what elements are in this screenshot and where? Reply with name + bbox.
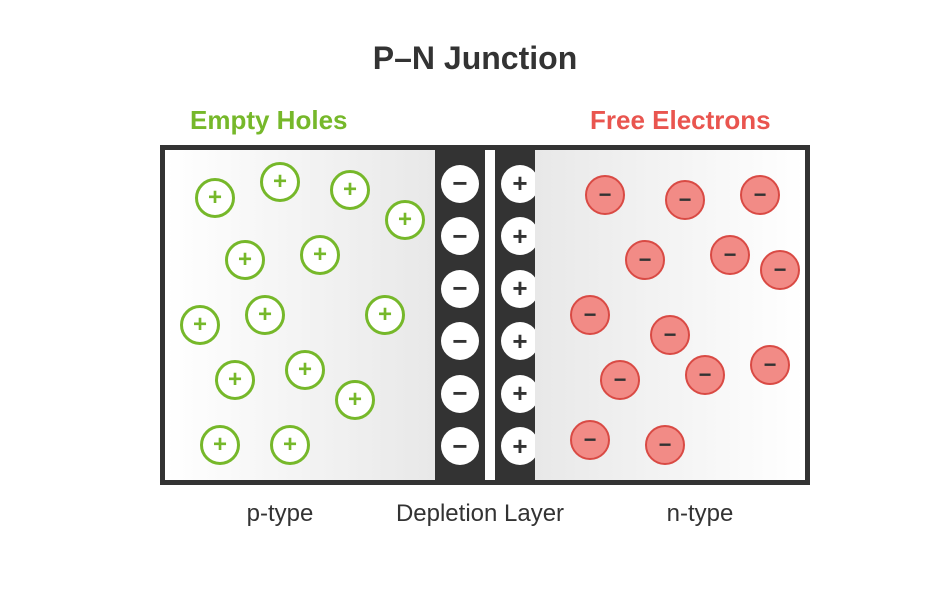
hole: + [245,295,285,335]
depletion-left: − − − − − − [435,150,485,480]
negative-ion: − [441,270,479,308]
electron: − [685,355,725,395]
depletion-layer-label: Depletion Layer [380,500,580,528]
hole: + [330,170,370,210]
p-type-label: p-type [180,500,380,528]
positive-ion: + [501,375,539,413]
electron: − [740,175,780,215]
negative-ion: − [441,217,479,255]
electron: − [585,175,625,215]
electron: − [625,240,665,280]
negative-ion: − [441,165,479,203]
hole: + [385,200,425,240]
negative-ion: − [441,322,479,360]
electron: − [710,235,750,275]
hole: + [260,162,300,202]
electron: − [665,180,705,220]
hole: + [215,360,255,400]
electron: − [645,425,685,465]
positive-ion: + [501,322,539,360]
hole: + [195,178,235,218]
electron: − [600,360,640,400]
electron: − [650,315,690,355]
junction-box: ++++++++++++++ −−−−−− ++++++ −−−−−−−−−−−… [160,145,810,485]
positive-ion: + [501,270,539,308]
hole: + [300,235,340,275]
n-type-label: n-type [600,500,800,528]
electron: − [760,250,800,290]
negative-ion: − [441,375,479,413]
electron: − [750,345,790,385]
hole: + [200,425,240,465]
positive-ion: + [501,427,539,465]
electron: − [570,295,610,335]
empty-holes-label: Empty Holes [190,105,348,136]
pn-junction-diagram: P–N Junction Empty Holes Free Electrons … [0,0,950,610]
hole: + [180,305,220,345]
p-type-region: ++++++++++++++ [165,150,435,480]
hole: + [270,425,310,465]
hole: + [335,380,375,420]
hole: + [285,350,325,390]
electron: − [570,420,610,460]
positive-ion: + [501,217,539,255]
diagram-title: P–N Junction [0,40,950,77]
hole: + [225,240,265,280]
positive-ion: + [501,165,539,203]
negative-ion: − [441,427,479,465]
negative-ion-column: − − − − − − [435,150,485,480]
free-electrons-label: Free Electrons [590,105,771,136]
n-type-region: −−−−−−−−−−−−− [535,150,805,480]
hole: + [365,295,405,335]
